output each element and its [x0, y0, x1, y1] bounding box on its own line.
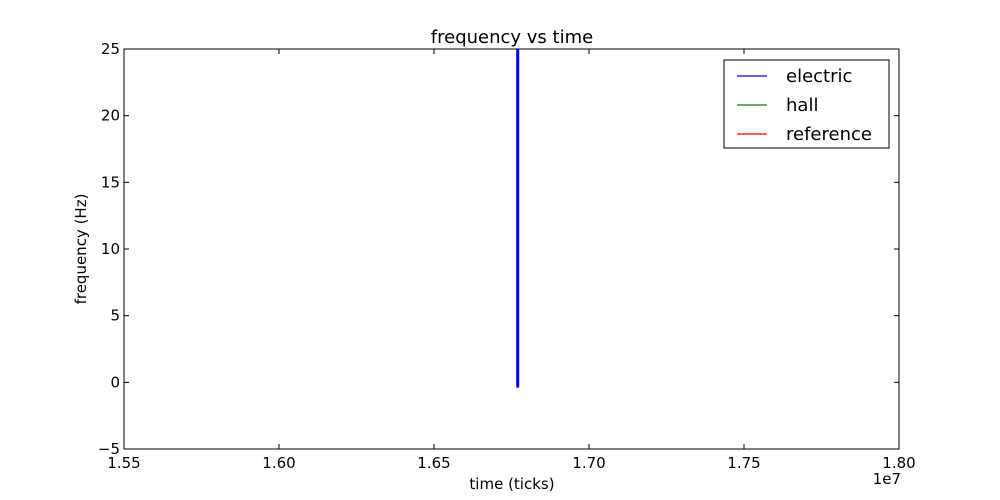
legend-label-reference: reference: [786, 124, 872, 145]
y-tick-label: −5: [98, 440, 120, 458]
y-tick-label: 5: [110, 307, 120, 325]
legend: electric hall reference: [723, 59, 890, 149]
x-tick-label: 1.65: [417, 454, 450, 472]
x-tick-label: 1.80: [882, 454, 915, 472]
x-tick-label: 1.60: [262, 454, 295, 472]
y-axis-label: frequency (Hz): [72, 194, 90, 305]
ticks-layer: 1.55 1.60 1.65 1.70 1.75 1.80 −5 0 5 10 15 20 25: [98, 40, 916, 472]
y-tick-label: 0: [110, 373, 120, 391]
y-tick-label: 15: [101, 173, 120, 191]
y-tick-label: 10: [101, 240, 120, 258]
x-tick-label: 1.70: [572, 454, 605, 472]
legend-label-hall: hall: [786, 95, 818, 116]
x-tick-label: 1.75: [727, 454, 760, 472]
axes-frame: [123, 48, 900, 450]
x-tick-label: 1.55: [107, 454, 140, 472]
x-axis-label: time (ticks): [469, 475, 554, 493]
legend-label-electric: electric: [786, 66, 852, 87]
chart-title: frequency vs time: [431, 27, 593, 48]
y-tick-label: 25: [101, 40, 120, 58]
legend-box: [723, 59, 890, 149]
y-tick-label: 20: [101, 107, 120, 125]
x-offset-label: 1e7: [873, 470, 901, 488]
